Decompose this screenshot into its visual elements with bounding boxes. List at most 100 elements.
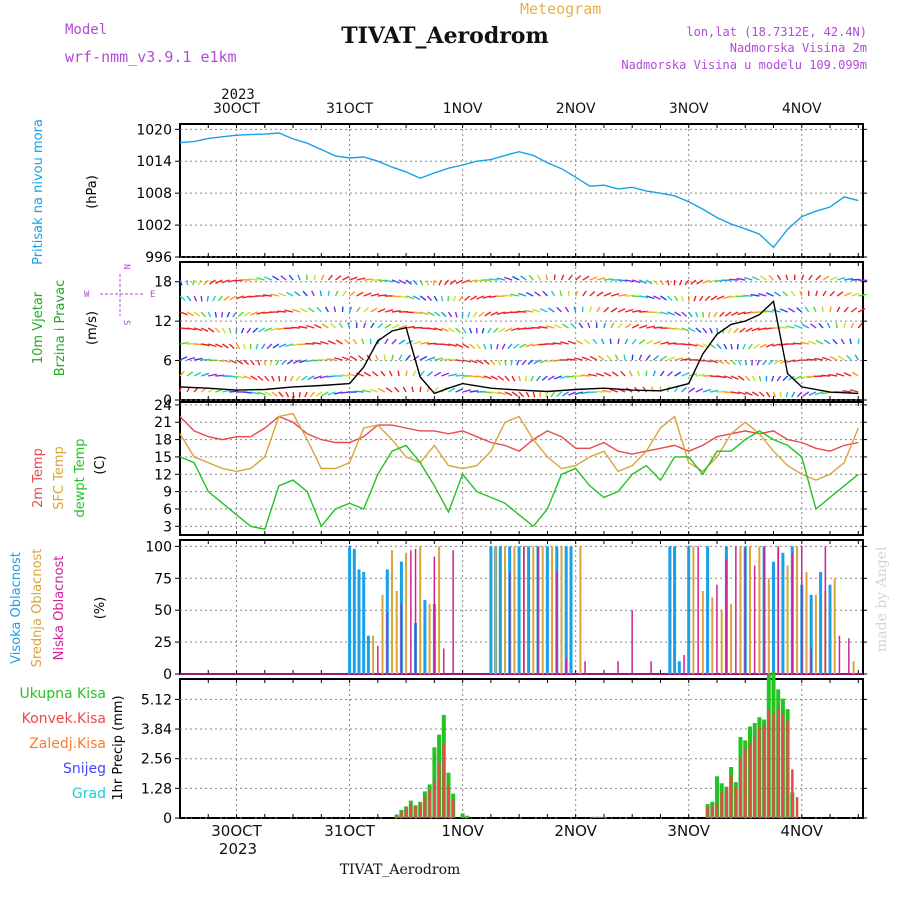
mid-cloud-bar (711, 597, 714, 674)
wind-barb (498, 327, 506, 333)
wind-barb (699, 295, 704, 302)
wind-barb (222, 389, 231, 393)
wind-barb (348, 306, 353, 313)
wind-barb (193, 371, 202, 377)
wind-barb (603, 306, 610, 313)
convective-rain-bar (404, 807, 408, 818)
wind-barb (242, 343, 246, 350)
date-label-top: 31OCT (326, 101, 374, 117)
wind-barb (266, 343, 273, 350)
y-tick-label: 50 (154, 603, 172, 619)
wind-barb (497, 391, 507, 396)
wind-barb (751, 391, 759, 397)
wind-barb (228, 327, 232, 334)
wind-barb (660, 341, 670, 345)
wind-barb (455, 359, 465, 362)
wind-barb (440, 311, 447, 318)
wind-barb (704, 295, 711, 302)
high-cloud-bar (366, 635, 370, 674)
mid-cloud-bar (504, 546, 506, 674)
legend-snow: Snijeg (63, 761, 106, 777)
wind-barb (787, 307, 796, 313)
wind-barb (413, 311, 422, 315)
wind-barb (307, 375, 315, 381)
wind-barb (736, 277, 746, 281)
cloud-panel: 0 25 50 75 100 Visoka Oblacnost Srednja Obla… (9, 539, 867, 683)
mid-cloud-bar (395, 591, 398, 674)
wind-barb (484, 311, 492, 317)
model-label: Model (65, 22, 107, 38)
wind-barb (284, 375, 287, 382)
low-cloud-bar (377, 645, 379, 674)
precip-panel: 0 1.28 2.56 3.84 5.12 1hr Precip (mm) Ukupna… (19, 672, 867, 827)
wind-barb (358, 355, 365, 361)
wind-barb (434, 371, 442, 377)
wind-barb (278, 375, 281, 382)
date-label-bottom: 3NOV (667, 822, 710, 840)
wind-barb (760, 275, 767, 281)
wind-barb (383, 354, 386, 361)
wind-barb (538, 326, 548, 329)
temp-dewpt-line (179, 430, 859, 531)
convective-rain-bar (706, 806, 709, 818)
wind-barb (327, 290, 330, 297)
low-cloud-bar (744, 548, 746, 674)
wind-barb (679, 279, 683, 286)
wind-barb (560, 341, 569, 345)
wind-barb (744, 391, 753, 396)
y-tick-label: 6 (163, 502, 172, 518)
mid-cloud-bar (833, 578, 836, 674)
wind-barb (249, 311, 258, 316)
compass-w: W (84, 290, 90, 300)
wind-barb (469, 390, 479, 393)
wind-barb (297, 274, 301, 281)
wind-barb (695, 343, 704, 348)
wind-barb (666, 279, 670, 286)
convective-rain-bar (442, 743, 445, 818)
wind-barb (510, 293, 520, 297)
wind-barb (448, 343, 457, 347)
y-tick-label: 25 (154, 635, 172, 651)
mid-cloud-bar (758, 546, 761, 674)
wind-barb (179, 356, 188, 361)
wind-barb (667, 356, 676, 361)
wind-barb (652, 355, 660, 361)
wind-barb (857, 307, 866, 313)
wind-barb (568, 391, 576, 396)
wind-barb (455, 343, 464, 348)
high-cloud-bar (489, 546, 493, 674)
wind-barb (476, 375, 486, 379)
wind-barb (673, 386, 679, 393)
wind-barb (384, 338, 389, 345)
wind-barb (681, 327, 690, 332)
wind-barb (695, 311, 699, 318)
wind-barb (771, 375, 775, 382)
wind-barb (609, 338, 612, 345)
wind-barb (785, 274, 789, 281)
convective-rain-bar (767, 709, 770, 818)
high-cloud-bar (362, 571, 366, 674)
wind-barb (603, 292, 612, 297)
wind-barb (286, 359, 294, 365)
wind-barb (462, 327, 467, 334)
cloud-label-low: Niska Oblacnost (52, 556, 67, 661)
high-cloud-bar (828, 584, 832, 674)
y-tick-label: 1002 (136, 218, 172, 234)
wind-barb (631, 323, 640, 329)
wind-barb (252, 327, 259, 334)
wind-barb (193, 327, 203, 332)
compass-s: S (121, 320, 131, 325)
wind-barb (815, 339, 824, 345)
wind-barb (333, 306, 337, 313)
wind-barb (340, 374, 350, 377)
mid-cloud-bar (814, 594, 817, 674)
wind-barb (716, 359, 725, 365)
wind-barb (850, 322, 855, 329)
legend-freezing-rain: Zaledj.Kisa (29, 736, 106, 752)
convective-rain-bar (739, 757, 742, 818)
wind-barb (525, 375, 527, 382)
wind-barb (398, 339, 406, 345)
high-cloud-bar (423, 600, 427, 674)
wind-barb (232, 311, 238, 318)
mid-cloud-bar (541, 546, 544, 674)
